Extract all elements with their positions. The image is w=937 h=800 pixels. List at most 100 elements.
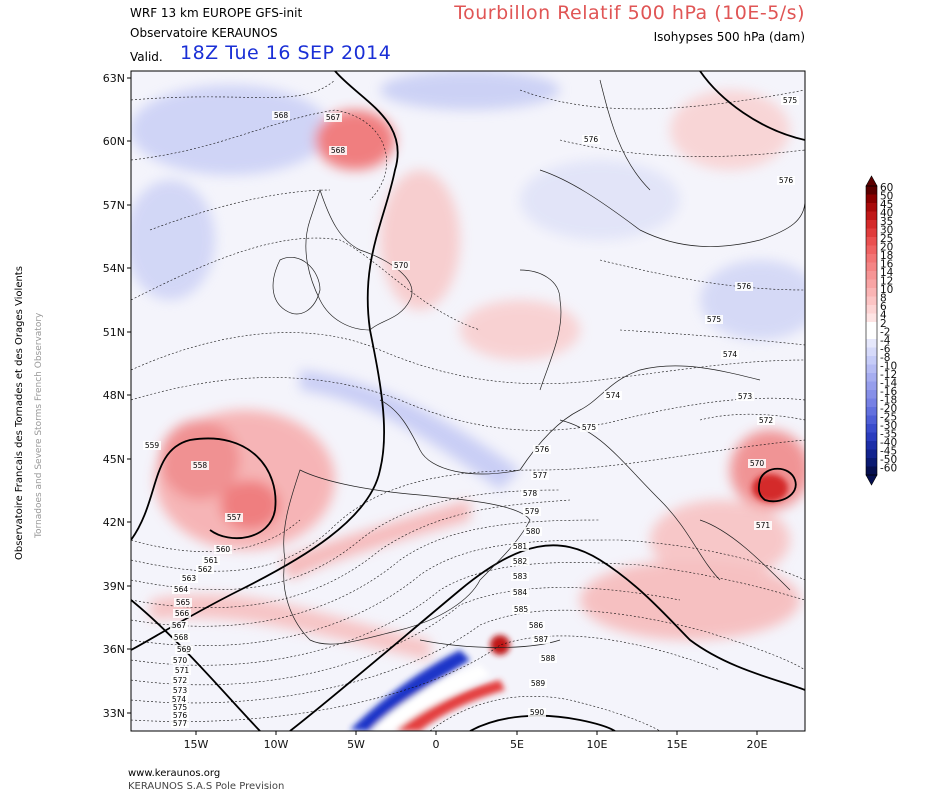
lon-label: 5E: [510, 738, 524, 751]
valid-date: 18Z Tue 16 SEP 2014: [180, 42, 392, 64]
contour-label-bg: [171, 676, 189, 685]
contour-label-bg: [511, 557, 529, 566]
map-subtitle: Isohypses 500 hPa (dam): [653, 30, 805, 44]
contour-label-bg: [527, 621, 545, 630]
organization-name: Observatoire KERAUNOS: [130, 26, 278, 40]
contour-label-bg: [329, 146, 347, 155]
contour-label-bg: [170, 621, 188, 630]
colorbar-label: 30: [880, 225, 893, 237]
lat-label: 60N: [103, 135, 125, 148]
contour-label-bg: [511, 542, 529, 551]
vorticity-bands: [350, 474, 788, 731]
contour-label: 582: [513, 557, 528, 566]
contour-label: 576: [737, 282, 752, 291]
colorbar-swatch: [866, 237, 877, 246]
contour-label-bg: [580, 423, 598, 432]
contour-label-bg: [175, 645, 193, 654]
contour-label-bg: [754, 521, 772, 530]
lat-label: 39N: [103, 580, 125, 593]
contour-label: 577: [533, 471, 548, 480]
contour-label-bg: [171, 711, 189, 720]
contour-label-bg: [528, 708, 546, 717]
colorbar-swatch: [866, 313, 877, 322]
contour-label-bg: [511, 588, 529, 597]
lat-label: 57N: [103, 199, 125, 212]
colorbar-label: 20: [880, 242, 893, 254]
colorbar-label: 12: [880, 276, 893, 288]
colorbar-swatch: [866, 339, 877, 348]
isohypses-bold: [131, 71, 805, 731]
contour-label: 571: [756, 521, 771, 530]
colorbar-swatch: [866, 458, 877, 467]
contour-label: 579: [525, 507, 540, 516]
colorbar-label: -8: [880, 352, 890, 364]
contour-label: 586: [529, 621, 544, 630]
colorbar-label: 50: [880, 191, 893, 203]
contour-label: 573: [173, 686, 188, 695]
contour-label-bg: [705, 315, 723, 324]
lat-label: 48N: [103, 389, 125, 402]
contour-label-bg: [171, 656, 189, 665]
contour-label-bg: [524, 527, 542, 536]
contour-label: 572: [173, 676, 188, 685]
footer-organization: KERAUNOS S.A.S Pole Prevision: [128, 781, 285, 792]
lat-label: 63N: [103, 72, 125, 85]
contour-label-bg: [523, 507, 541, 516]
lon-label: 10W: [264, 738, 289, 751]
colorbar-swatch: [866, 432, 877, 441]
colorbar-swatch: [866, 449, 877, 458]
contour-label: 575: [707, 315, 722, 324]
contour-label: 585: [514, 605, 529, 614]
contour-label: 565: [176, 598, 191, 607]
contour-label: 576: [173, 711, 188, 720]
contour-label: 574: [723, 350, 738, 359]
contour-label-bg: [777, 176, 795, 185]
contour-label-bg: [736, 392, 754, 401]
contour-label: 574: [606, 391, 621, 400]
colorbar-top-arrow: [865, 175, 878, 187]
contour-label-bg: [512, 605, 530, 614]
contour-label-bg: [180, 574, 198, 583]
colorbar-swatch: [866, 211, 877, 220]
colorbar-swatch: [866, 194, 877, 203]
colorbar-swatch: [866, 271, 877, 280]
colorbar-swatch: [866, 305, 877, 314]
colorbar-swatch: [866, 407, 877, 416]
contour-label: 559: [145, 441, 160, 450]
colorbar-label: 40: [880, 208, 893, 220]
colorbar-label: 16: [880, 259, 894, 271]
contour-label: 562: [198, 565, 213, 574]
colorbar-label: -18: [880, 395, 897, 407]
colorbar-label: -35: [880, 429, 897, 441]
colorbar-label: -2: [880, 327, 890, 339]
colorbar-label: -20: [880, 403, 897, 415]
colorbar-label: 60: [880, 182, 893, 194]
colorbar-label: 18: [880, 250, 893, 262]
contour-label-bg: [172, 633, 190, 642]
colorbar-swatch: [866, 220, 877, 229]
contour-label: 570: [750, 459, 765, 468]
colorbar-label: -25: [880, 412, 897, 424]
colorbar-swatch: [866, 466, 877, 475]
contour-label: 558: [193, 461, 208, 470]
contour-label: 564: [174, 585, 189, 594]
contour-label: 590: [530, 708, 545, 717]
contour-label-bg: [170, 695, 188, 704]
footer-url[interactable]: www.keraunos.org: [128, 768, 221, 779]
contour-label: 581: [513, 542, 528, 551]
colorbar-swatch: [866, 398, 877, 407]
contour-labels: 568 5675685765755765705765755745735725745…: [143, 96, 799, 728]
contour-label-bg: [735, 282, 753, 291]
contour-label-bg: [143, 441, 161, 450]
contour-label-bg: [781, 96, 799, 105]
colorbar-swatch: [866, 279, 877, 288]
map-title: Tourbillon Relatif 500 hPa (10E-5/s): [454, 2, 805, 24]
colorbar-label: -40: [880, 437, 897, 449]
contour-label: 583: [513, 572, 528, 581]
contour-label: 568: [174, 633, 189, 642]
lat-label: 54N: [103, 262, 125, 275]
colorbar-swatch: [866, 373, 877, 382]
colorbar-swatch: [866, 254, 877, 263]
colorbar-label: -50: [880, 454, 897, 466]
